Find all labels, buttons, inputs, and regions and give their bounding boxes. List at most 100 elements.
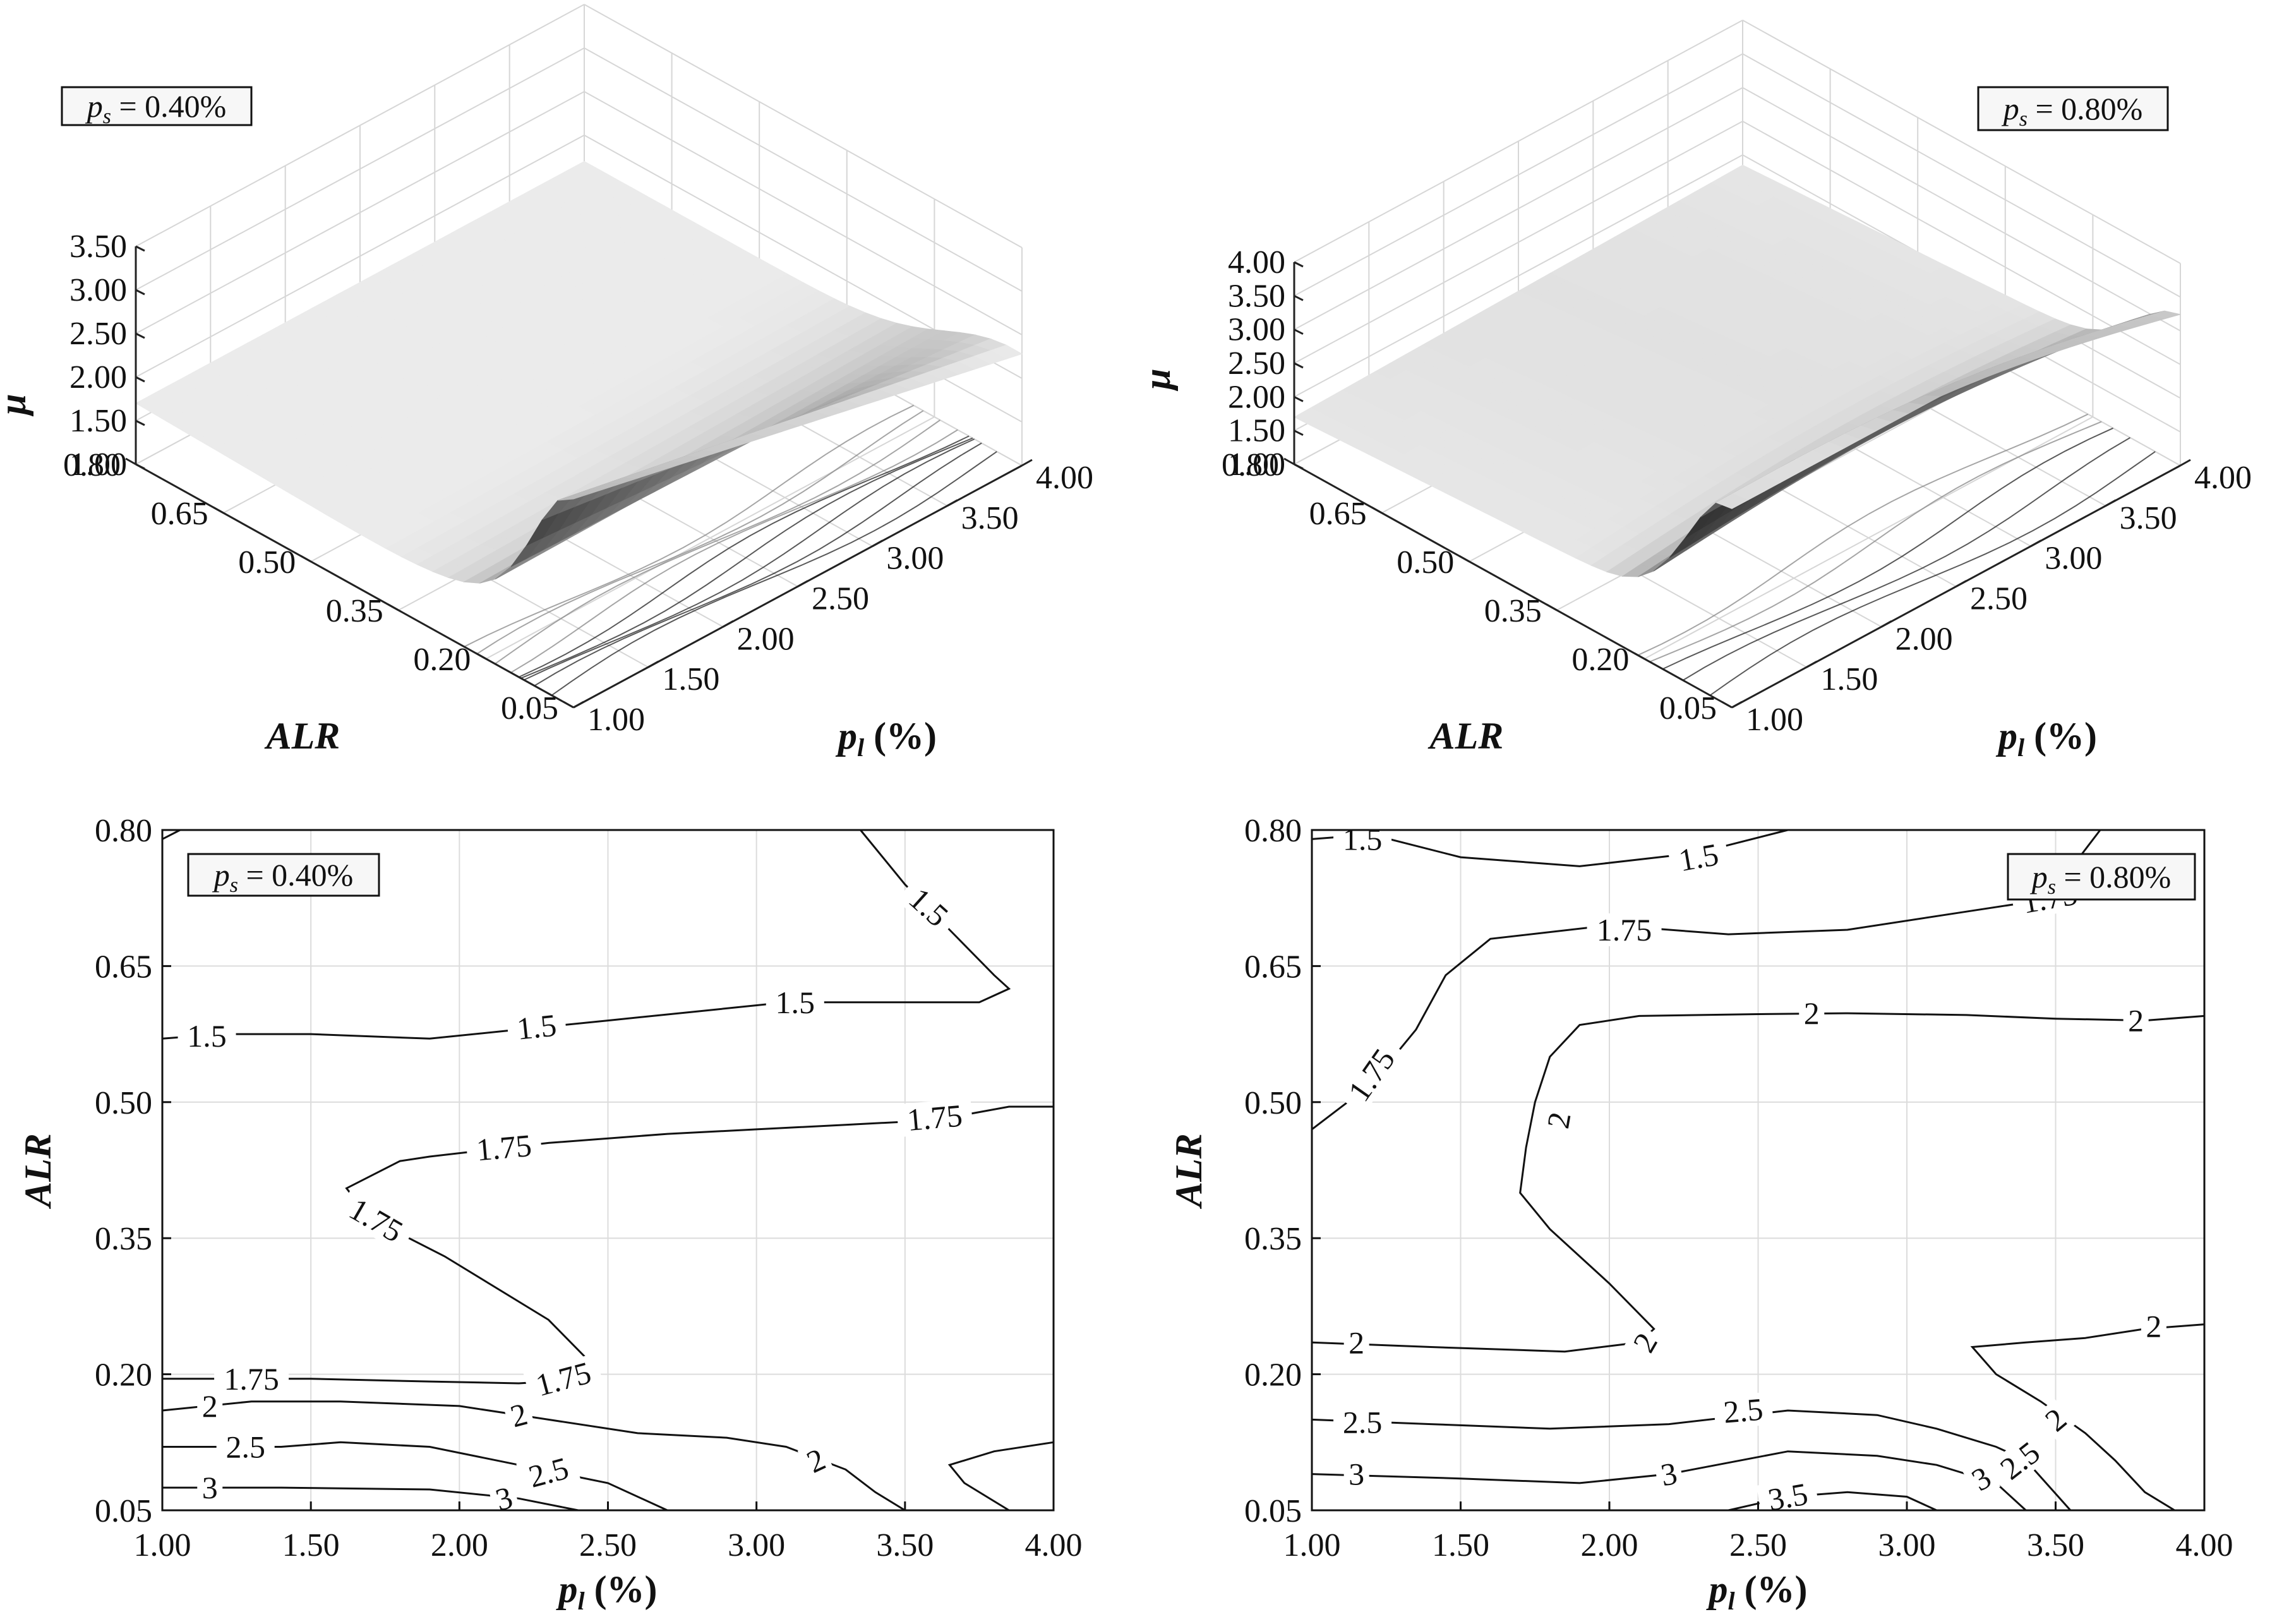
surface-plot-svg-ps-080: 1.001.502.002.503.003.504.000.050.200.35… (1138, 20, 2252, 762)
legend-subscript: s (2019, 107, 2028, 131)
floor-contour-line (524, 438, 975, 681)
contour-label-bg (1756, 1475, 1820, 1519)
wall-grid-line (584, 91, 1023, 335)
y-axis-line (1294, 463, 1733, 709)
y-tick (1721, 701, 1733, 709)
x-axis-label: pl (%) (1705, 1568, 1807, 1615)
z-tick (135, 376, 145, 383)
z-axis-label: μ (1138, 368, 1178, 391)
x-tick (872, 539, 884, 547)
y-tick (1371, 506, 1383, 514)
x-tick (1806, 660, 1818, 668)
x-tick-label: 3.50 (961, 500, 1019, 536)
wall-grid-line (1742, 87, 2181, 332)
floor-contour-line (510, 429, 958, 673)
x-axis-label-subscript: l (2017, 733, 2025, 762)
legend-subscript: s (2048, 875, 2056, 899)
y-tick (300, 555, 311, 563)
contour-label-bg (1625, 1323, 1666, 1362)
x-tick (1880, 620, 1892, 628)
contour-label: 3 (202, 1470, 218, 1505)
contour-label: 3.5 (1765, 1476, 1810, 1517)
y-tick-label: 0.05 (501, 690, 558, 726)
z-tick (1294, 362, 1304, 369)
y-tick-label: 0.20 (95, 1357, 152, 1393)
contour-plot-ps-040: 1.5 1.5 1.5 1.5 1.75 1.75 1.75 1.75 1.75 2 2 2 2.5 2.… (0, 802, 1138, 1624)
legend-symbol: p (2002, 91, 2019, 126)
contour-label-bg (335, 1187, 417, 1253)
x-tick (573, 701, 584, 709)
surface-facet (1715, 493, 1749, 509)
contour-label-bg (1962, 1458, 2001, 1500)
y-tick-label: 0.05 (1244, 1493, 1302, 1529)
x-tick-label: 2.00 (431, 1527, 488, 1563)
z-tick-label: 1.00 (1228, 447, 1285, 483)
contour-label-bg (214, 1362, 289, 1395)
legend-frame (2007, 853, 2196, 901)
x-axis-label-symbol: p (835, 715, 857, 757)
z-tick (135, 463, 145, 470)
contour-label: 2.5 (1343, 1405, 1383, 1440)
y-axis-label: ALR (17, 1133, 59, 1210)
legend-value: = 0.80% (2056, 859, 2171, 894)
y-tick (212, 506, 224, 514)
contour-line-2 (162, 829, 181, 840)
x-tick-label: 1.00 (134, 1527, 191, 1563)
contour-label-bg (1540, 1105, 1578, 1136)
x-tick (797, 580, 808, 587)
contour-label-bg (1333, 1405, 1392, 1439)
x-tick-label: 2.50 (812, 581, 869, 617)
z-tick-label: 1.50 (69, 403, 127, 439)
y-tick (388, 603, 399, 611)
y-tick-label: 0.65 (95, 949, 152, 985)
x-tick-label: 3.50 (2120, 500, 2177, 536)
contour-line-2-5 (162, 1441, 668, 1512)
legend-box: ps = 0.80% (2007, 853, 2196, 901)
contour-label: 2.5 (1722, 1391, 1764, 1429)
x-tick-label: 1.50 (282, 1527, 340, 1563)
z-tick-label: 3.50 (1228, 278, 1285, 314)
y-axis-label: ALR (264, 715, 340, 757)
legend-symbol: p (212, 857, 230, 893)
x-axis-label-subscript: l (857, 733, 865, 762)
y-tick-label: 0.20 (413, 642, 471, 678)
contour-label: 1.5 (1343, 821, 1383, 857)
x-tick-label: 3.00 (1878, 1527, 1936, 1563)
wall-grid-line (1742, 121, 2181, 365)
z-tick-label: 1.00 (69, 447, 127, 483)
contour-label: 2 (2146, 1308, 2161, 1344)
contour-label: 1.5 (776, 985, 815, 1020)
legend-value: = 0.40% (111, 88, 226, 124)
contour-label: 2 (202, 1388, 218, 1424)
contour-label-bg (1337, 1035, 1407, 1115)
y-tick-label: 0.35 (326, 593, 383, 629)
contour-label: 3 (1349, 1457, 1364, 1492)
contour-label-bg (516, 1448, 581, 1496)
y-tick-label: 0.65 (1244, 949, 1302, 985)
contour-label-bg (1712, 1392, 1774, 1429)
x-tick (946, 499, 958, 507)
contour-label: 1.75 (224, 1361, 279, 1397)
y-tick-label: 0.05 (1659, 690, 1717, 726)
z-tick (1294, 463, 1304, 470)
x-tick (647, 660, 659, 668)
x-tick (2180, 459, 2191, 467)
surface-mesh (135, 160, 1023, 584)
floor-contour-line (551, 451, 997, 696)
contour-line-2 (947, 1441, 1054, 1512)
y-tick-label: 0.20 (1571, 642, 1629, 678)
contour-label: 1.5 (515, 1007, 558, 1046)
floor-contour-line (464, 404, 915, 647)
x-tick-label: 1.50 (1432, 1527, 1489, 1563)
y-tick-label: 0.65 (1309, 496, 1367, 532)
contour-line-1-75 (345, 1105, 1054, 1366)
floor-contour-line (1709, 451, 2156, 696)
y-tick-label: 0.35 (95, 1221, 152, 1257)
x-axis-label-subscript: l (1727, 1587, 1735, 1615)
x-tick (1021, 459, 1033, 467)
contour-plot-svg-ps-040: 1.5 1.51.51.51.751.751.751.75 1.752 222.52.… (17, 813, 1083, 1615)
contour-label: 2.5 (225, 1429, 265, 1464)
y-axis-label: ALR (1427, 715, 1504, 757)
contour-label-bg (197, 1471, 223, 1505)
